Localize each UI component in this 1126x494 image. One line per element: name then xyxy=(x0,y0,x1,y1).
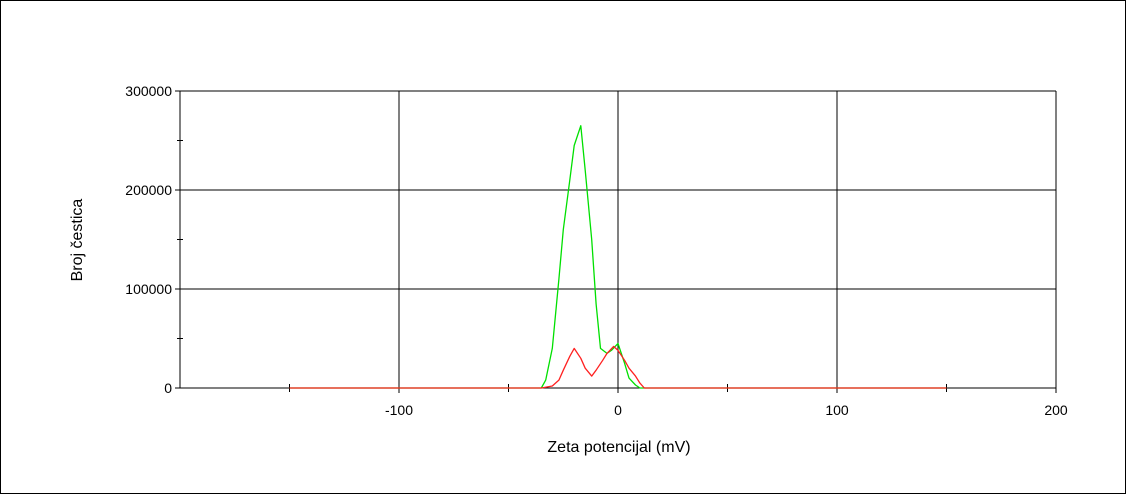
y-tick-label: 100000 xyxy=(125,281,172,297)
y-tick-label: 300000 xyxy=(125,83,172,99)
y-tick-label: 0 xyxy=(164,380,172,396)
y-axis-title: Broj čestica xyxy=(69,199,86,282)
tick-labels: 0 100000 200000 300000 -100 0 100 200 xyxy=(125,83,1068,418)
x-tick-label: 100 xyxy=(825,402,849,418)
x-tick-label: -100 xyxy=(385,402,413,418)
series-line-2 xyxy=(289,345,947,389)
y-tick-label: 200000 xyxy=(125,182,172,198)
series-lines xyxy=(289,125,947,389)
series-line-1 xyxy=(289,125,947,389)
x-tick-label: 0 xyxy=(614,402,622,418)
x-axis-title: Zeta potencijal (mV) xyxy=(547,439,690,456)
x-tick-label: 200 xyxy=(1044,402,1068,418)
